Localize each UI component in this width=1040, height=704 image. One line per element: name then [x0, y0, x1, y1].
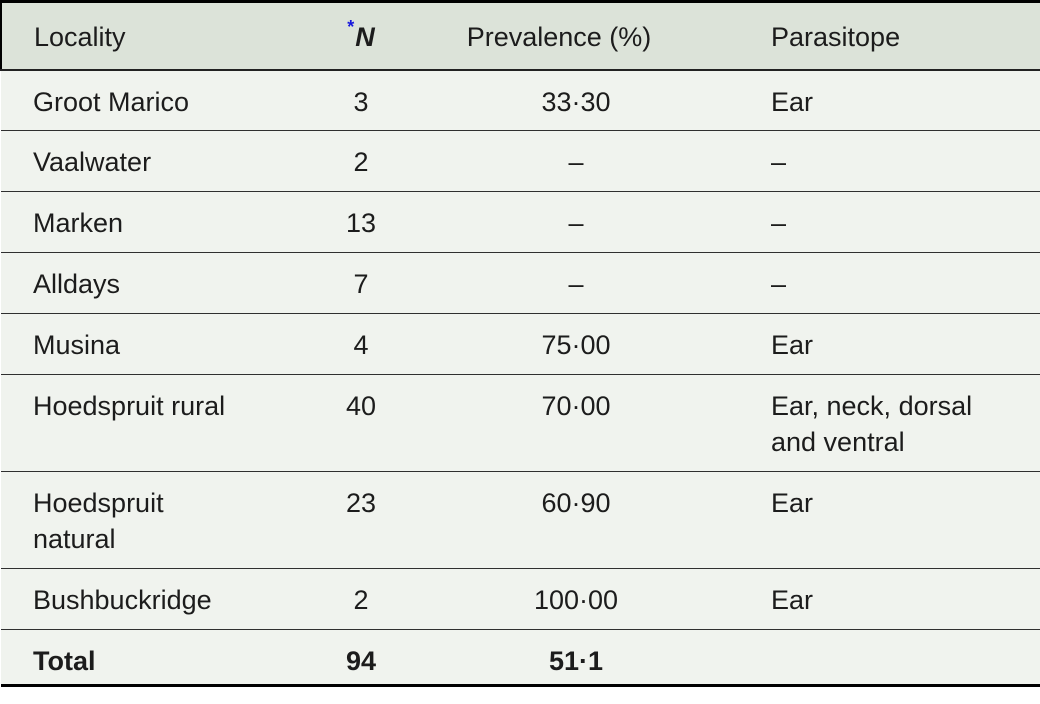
n-cell: 4	[301, 313, 421, 375]
table-body: Groot Marico 3 33·30 Ear Vaalwater 2 – –…	[1, 69, 1040, 686]
prevalence-cell: 60·90	[421, 471, 731, 569]
n-cell: 23	[301, 471, 421, 569]
table-row-total: Total 94 51·1	[1, 629, 1040, 686]
table-header: Locality *N Prevalence (%) Parasitope	[0, 1, 1040, 71]
locality-cell: Bushbuckridge	[1, 568, 301, 630]
col-header-prevalence: Prevalence (%)	[421, 1, 731, 71]
col-header-n-label: N	[355, 22, 375, 52]
parasitope-cell: Ear, neck, dorsal and ventral	[731, 374, 1040, 472]
table-row-vaalwater: Vaalwater 2 – –	[1, 130, 1040, 192]
parasitope-cell: Ear	[731, 471, 1040, 569]
total-prevalence-cell: 51·1	[421, 629, 731, 686]
n-cell: 2	[301, 130, 421, 192]
footnote-asterisk-marker: *	[347, 17, 356, 37]
n-cell: 2	[301, 568, 421, 630]
col-header-locality-label: Locality	[34, 22, 126, 52]
table-row-hoedspruit-natural: Hoedspruit natural 23 60·90 Ear	[1, 471, 1040, 569]
parasitope-cell: –	[731, 130, 1040, 192]
n-cell: 3	[301, 69, 421, 131]
locality-cell: Vaalwater	[1, 130, 301, 192]
locality-cell: Marken	[1, 191, 301, 253]
prevalence-cell: 75·00	[421, 313, 731, 375]
table-row-hoedspruit-rural: Hoedspruit rural 40 70·00 Ear, neck, dor…	[1, 374, 1040, 472]
col-header-n: *N	[301, 1, 421, 71]
table-row-alldays: Alldays 7 – –	[1, 252, 1040, 314]
table-row-musina: Musina 4 75·00 Ear	[1, 313, 1040, 375]
locality-cell: Alldays	[1, 252, 301, 314]
table-row-marken: Marken 13 – –	[1, 191, 1040, 253]
prevalence-cell: –	[421, 191, 731, 253]
locality-cell: Hoedspruit rural	[1, 374, 301, 472]
col-header-prevalence-label: Prevalence (%)	[466, 22, 652, 52]
n-cell: 40	[301, 374, 421, 472]
total-n-cell: 94	[301, 629, 421, 686]
prevalence-cell: –	[421, 252, 731, 314]
parasitope-cell: Ear	[731, 313, 1040, 375]
prevalence-cell: 100·00	[421, 568, 731, 630]
parasitope-cell: Ear	[731, 69, 1040, 131]
col-header-locality: Locality	[0, 1, 301, 71]
n-cell: 7	[301, 252, 421, 314]
col-header-parasitope-label: Parasitope	[771, 22, 901, 52]
parasitope-cell: Ear	[731, 568, 1040, 630]
prevalence-cell: 33·30	[421, 69, 731, 131]
parasitope-cell: –	[731, 252, 1040, 314]
total-parasitope-cell	[731, 629, 1040, 686]
table-row-bushbuckridge: Bushbuckridge 2 100·00 Ear	[1, 568, 1040, 630]
parasitope-cell: –	[731, 191, 1040, 253]
locality-cell: Groot Marico	[1, 69, 301, 131]
total-label-cell: Total	[1, 629, 301, 686]
n-cell: 13	[301, 191, 421, 253]
locality-cell: Musina	[1, 313, 301, 375]
col-header-parasitope: Parasitope	[731, 1, 1040, 71]
header-row: Locality *N Prevalence (%) Parasitope	[0, 1, 1040, 71]
prevalence-cell: –	[421, 130, 731, 192]
prevalence-cell: 70·00	[421, 374, 731, 472]
locality-cell: Hoedspruit natural	[1, 471, 301, 569]
table-row-groot-marico: Groot Marico 3 33·30 Ear	[1, 69, 1040, 131]
prevalence-table: Locality *N Prevalence (%) Parasitope Gr…	[0, 0, 1040, 687]
